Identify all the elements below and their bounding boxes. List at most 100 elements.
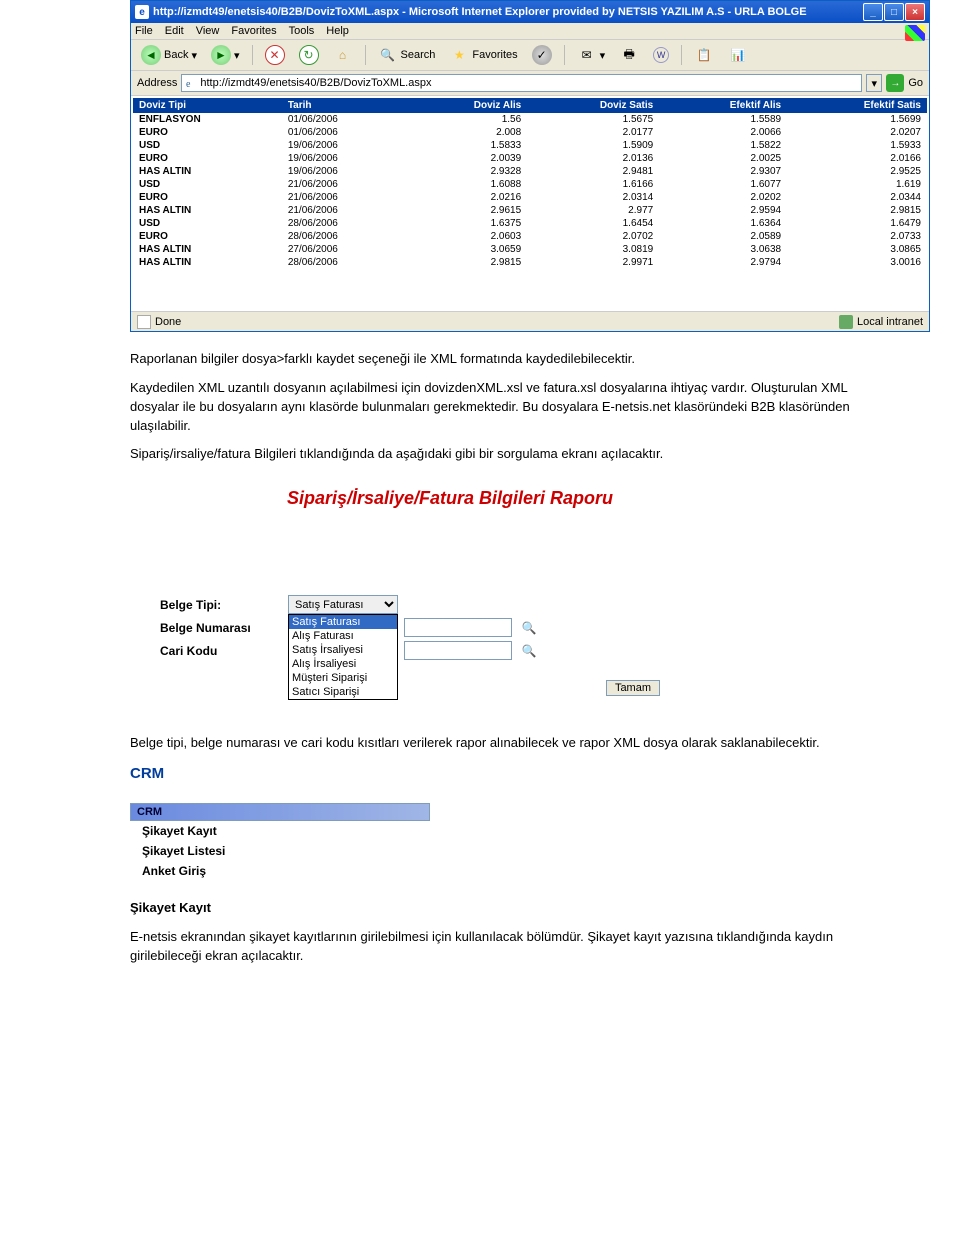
table-cell: EURO — [133, 230, 282, 243]
table-cell: 2.0314 — [527, 191, 659, 204]
ie-content: Doviz TipiTarihDoviz AlisDoviz SatisEfek… — [131, 96, 929, 311]
window-title: http://izmdt49/enetsis40/B2B/DovizToXML.… — [153, 6, 807, 18]
go-button[interactable]: → — [886, 74, 904, 92]
mail-button[interactable]: ✉▾ — [573, 43, 610, 67]
table-cell: 2.0066 — [659, 126, 787, 139]
menu-file[interactable]: File — [135, 25, 153, 37]
table-cell: 2.0216 — [407, 191, 527, 204]
table-cell: 28/06/2006 — [282, 217, 407, 230]
table-row: EURO19/06/20062.00392.01362.00252.0166 — [133, 152, 927, 165]
table-cell: 3.0659 — [407, 243, 527, 256]
menu-view[interactable]: View — [196, 25, 220, 37]
cari-kodu-input-2[interactable] — [404, 641, 512, 660]
column-header: Doviz Alis — [407, 98, 527, 113]
table-cell: 2.9481 — [527, 165, 659, 178]
dropdown-option[interactable]: Satış İrsaliyesi — [289, 643, 397, 657]
refresh-button[interactable]: ↻ — [295, 43, 323, 67]
sikayet-heading: Şikayet Kayıt — [130, 899, 900, 918]
table-cell: 19/06/2006 — [282, 165, 407, 178]
zone-icon — [839, 315, 853, 329]
column-header: Doviz Satis — [527, 98, 659, 113]
forward-button[interactable]: ►▾ — [207, 43, 244, 67]
table-cell: 2.0039 — [407, 152, 527, 165]
address-dropdown[interactable]: ▾ — [866, 74, 882, 92]
table-row: HAS ALTIN21/06/20062.96152.9772.95942.98… — [133, 204, 927, 217]
lookup-icon[interactable]: 🔍 — [520, 642, 538, 660]
maximize-button[interactable]: □ — [884, 3, 904, 21]
toolbar-extra1[interactable]: 📋 — [690, 43, 718, 67]
address-label: Address — [137, 77, 177, 89]
dropdown-option[interactable]: Müşteri Siparişi — [289, 671, 397, 685]
table-cell: 3.0865 — [787, 243, 927, 256]
belge-numarasi-input-2[interactable] — [404, 618, 512, 637]
menu-tools[interactable]: Tools — [289, 25, 315, 37]
history-button[interactable]: ✓ — [528, 43, 556, 67]
table-cell: 1.6454 — [527, 217, 659, 230]
table-cell: HAS ALTIN — [133, 256, 282, 269]
table-cell: 28/06/2006 — [282, 230, 407, 243]
search-button[interactable]: 🔍Search — [374, 43, 440, 67]
table-cell: 3.0016 — [787, 256, 927, 269]
crm-item-sikayet-listesi[interactable]: Şikayet Listesi — [130, 841, 430, 861]
table-row: HAS ALTIN27/06/20063.06593.08193.06383.0… — [133, 243, 927, 256]
crm-item-anket-giris[interactable]: Anket Giriş — [130, 861, 430, 881]
menu-favorites[interactable]: Favorites — [231, 25, 276, 37]
ie-statusbar: Done Local intranet — [131, 311, 929, 331]
table-cell: 2.008 — [407, 126, 527, 139]
crm-item-sikayet-kayit[interactable]: Şikayet Kayıt — [130, 821, 430, 841]
dropdown-option[interactable]: Alış Faturası — [289, 629, 397, 643]
table-cell: 2.9794 — [659, 256, 787, 269]
table-cell: 1.6375 — [407, 217, 527, 230]
home-button[interactable]: ⌂ — [329, 43, 357, 67]
lookup-icon[interactable]: 🔍 — [520, 619, 538, 637]
ie-addressbar: Address ▾ → Go — [131, 71, 929, 96]
minimize-button[interactable]: _ — [863, 3, 883, 21]
crm-menu-header[interactable]: CRM — [130, 803, 430, 821]
favorites-button[interactable]: ★Favorites — [445, 43, 521, 67]
table-row: EURO28/06/20062.06032.07022.05892.0733 — [133, 230, 927, 243]
table-cell: 1.5933 — [787, 139, 927, 152]
dropdown-option[interactable]: Satış Faturası — [289, 615, 397, 629]
table-cell: ENFLASYON — [133, 113, 282, 126]
stop-button[interactable]: ✕ — [261, 43, 289, 67]
report-form: Sipariş/İrsaliye/Fatura Bilgileri Raporu… — [130, 482, 770, 716]
close-button[interactable]: × — [905, 3, 925, 21]
table-cell: HAS ALTIN — [133, 204, 282, 217]
belge-tipi-dropdown: Satış FaturasıAlış FaturasıSatış İrsaliy… — [288, 614, 398, 700]
tamam-button[interactable]: Tamam — [606, 680, 660, 696]
column-header: Efektif Alis — [659, 98, 787, 113]
table-cell: 1.6077 — [659, 178, 787, 191]
table-cell: HAS ALTIN — [133, 243, 282, 256]
print-button[interactable]: 🖶 — [615, 43, 643, 67]
table-cell: 1.5589 — [659, 113, 787, 126]
menu-edit[interactable]: Edit — [165, 25, 184, 37]
table-cell: 2.9328 — [407, 165, 527, 178]
back-button[interactable]: ◄Back ▾ — [137, 43, 201, 67]
table-cell: 2.0202 — [659, 191, 787, 204]
report-title: Sipariş/İrsaliye/Fatura Bilgileri Raporu — [130, 482, 770, 515]
crm-menu: CRM Şikayet Kayıt Şikayet Listesi Anket … — [130, 803, 430, 881]
word-button[interactable]: W — [649, 45, 673, 65]
go-label: Go — [908, 77, 923, 89]
address-input[interactable] — [181, 74, 862, 92]
column-header: Tarih — [282, 98, 407, 113]
table-cell: 2.0603 — [407, 230, 527, 243]
toolbar-extra2[interactable]: 📊 — [724, 43, 752, 67]
table-cell: 2.0136 — [527, 152, 659, 165]
table-cell: 2.0166 — [787, 152, 927, 165]
dropdown-option[interactable]: Satıcı Siparişi — [289, 685, 397, 699]
dropdown-option[interactable]: Alış İrsaliyesi — [289, 657, 397, 671]
table-cell: 2.0344 — [787, 191, 927, 204]
table-cell: 2.9594 — [659, 204, 787, 217]
table-row: USD28/06/20061.63751.64541.63641.6479 — [133, 217, 927, 230]
table-cell: 1.619 — [787, 178, 927, 191]
menu-help[interactable]: Help — [326, 25, 349, 37]
table-cell: 21/06/2006 — [282, 204, 407, 217]
table-cell: 1.6479 — [787, 217, 927, 230]
table-row: ENFLASYON01/06/20061.561.56751.55891.569… — [133, 113, 927, 126]
belge-tipi-select[interactable]: Satış Faturası — [288, 595, 398, 614]
table-row: EURO01/06/20062.0082.01772.00662.0207 — [133, 126, 927, 139]
table-cell: HAS ALTIN — [133, 165, 282, 178]
column-header: Efektif Satis — [787, 98, 927, 113]
table-cell: 01/06/2006 — [282, 113, 407, 126]
